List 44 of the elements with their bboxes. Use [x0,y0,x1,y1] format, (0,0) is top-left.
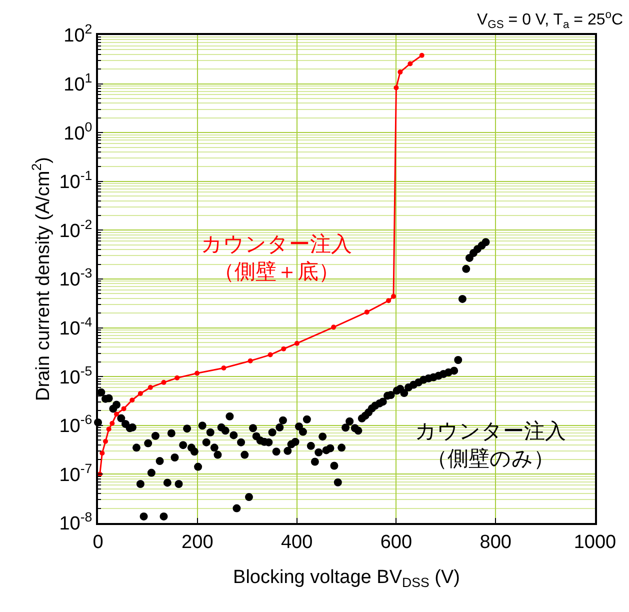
point [268,352,273,358]
y-tick-label: 10$^{-2}$ [59,216,92,242]
point [194,370,200,376]
y-tick-label: 10$^{-1}$ [59,168,92,194]
x-tick-label: 1000 [574,532,616,553]
point [110,420,115,426]
y-tick-label: 10$^{-6}$ [59,412,92,438]
point [331,324,336,330]
y-tick-label: 10$^{-4}$ [59,314,92,340]
x-tick-label: 600 [380,532,412,553]
point [391,294,396,299]
point [398,70,403,75]
point [419,52,424,58]
point [294,340,300,346]
y-tick-label: 10$^{-5}$ [59,363,92,388]
y-tick-label: 10$^{2}$ [64,22,92,47]
point [281,346,286,352]
point [100,450,105,456]
text: V$_{GS}$ = 0 V, T$_{a}$ = 25$^{o}$C [477,9,624,32]
point [386,298,392,304]
point [221,366,226,371]
x-tick-label: 200 [182,532,214,553]
point [130,398,135,403]
y-tick-label: 10$^{-3}$ [59,266,92,291]
y-tick-label: 10$^{-7}$ [59,460,92,486]
y-tick-label: 10$^{-8}$ [59,510,92,535]
point [106,426,112,432]
x-tick-label: 800 [480,532,512,553]
point [394,85,399,90]
point [138,391,143,396]
y-tick-label: 10$^{0}$ [64,119,92,144]
point [114,412,119,417]
point [248,358,253,364]
point [174,375,180,380]
x-tick-label: 400 [280,532,313,553]
point [148,384,153,390]
point [364,310,370,315]
point [408,61,413,66]
point [161,380,166,385]
point [103,438,108,444]
x-tick-label: 0 [92,532,104,553]
x-axis-title: Blocking voltage BV$_{DSS}$ (V) [233,567,460,590]
y-tick-label: 10$^{1}$ [64,70,92,96]
point [121,406,126,412]
